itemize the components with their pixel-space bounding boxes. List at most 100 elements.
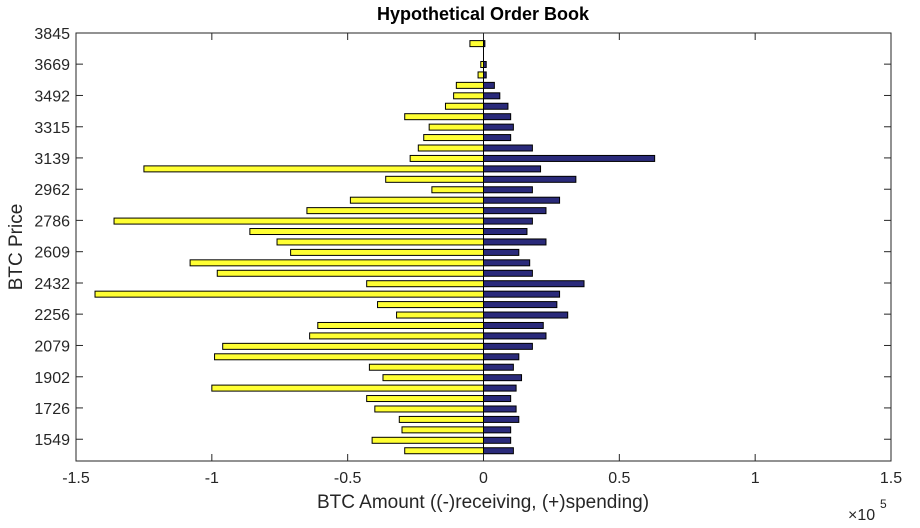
sell-bars-group xyxy=(94,40,485,455)
buy-bar xyxy=(483,186,533,194)
sell-bar xyxy=(317,321,484,329)
sell-bar xyxy=(409,154,484,162)
x-tick-label: -0.5 xyxy=(334,470,362,487)
sell-bar xyxy=(309,332,484,340)
buy-bar xyxy=(483,405,517,413)
x-tick-label: 0 xyxy=(479,470,488,487)
y-tick-label: 3845 xyxy=(34,26,70,43)
sell-bar xyxy=(366,280,484,288)
sell-bar xyxy=(396,311,485,319)
sell-bar xyxy=(404,447,485,455)
buy-bar xyxy=(483,374,523,382)
buy-bar xyxy=(483,81,495,89)
sell-bar xyxy=(431,186,484,194)
buy-bar xyxy=(483,123,514,131)
buy-bar xyxy=(483,134,512,142)
y-tick-label: 3669 xyxy=(34,57,70,74)
sell-bar xyxy=(423,134,485,142)
sell-bar xyxy=(374,405,485,413)
buy-bar xyxy=(483,311,569,319)
sell-bar xyxy=(249,228,484,236)
y-tick-label: 3139 xyxy=(34,151,70,168)
buy-bar xyxy=(483,415,520,423)
buy-bar xyxy=(483,321,544,329)
sell-bar xyxy=(306,207,484,215)
sell-bar xyxy=(444,102,485,110)
sell-bar xyxy=(94,290,485,298)
x-exponent-power: 5 xyxy=(880,497,887,511)
buy-bar xyxy=(483,102,509,110)
buy-bar xyxy=(483,92,501,100)
sell-bar xyxy=(113,217,485,225)
y-tick-label: 1902 xyxy=(34,370,70,387)
y-tick-label: 2432 xyxy=(34,276,70,293)
buy-bar xyxy=(483,363,514,371)
buy-bar xyxy=(483,175,577,183)
buy-bar xyxy=(483,436,512,444)
sell-bar xyxy=(398,415,484,423)
buy-bar xyxy=(483,165,542,173)
buy-bar xyxy=(483,154,656,162)
buy-bar xyxy=(483,426,512,434)
sell-bar xyxy=(377,301,484,309)
sell-bar xyxy=(428,123,484,131)
y-tick-label: 2256 xyxy=(34,307,70,324)
buy-bar xyxy=(483,248,520,256)
sell-bar xyxy=(385,175,485,183)
chart-title: Hypothetical Order Book xyxy=(377,4,590,24)
sell-bar xyxy=(211,384,484,392)
x-axis-label: BTC Amount ((-)receiving, (+)spending) xyxy=(317,492,649,513)
sell-bar xyxy=(276,238,484,246)
y-tick-label: 2079 xyxy=(34,338,70,355)
buy-bar xyxy=(483,144,533,152)
x-tick-label: 0.5 xyxy=(608,470,630,487)
sell-bar xyxy=(143,165,485,173)
sell-bar xyxy=(469,40,484,48)
sell-bar xyxy=(417,144,484,152)
x-tick-label: 1.5 xyxy=(880,470,902,487)
sell-bar xyxy=(382,374,485,382)
buy-bar xyxy=(483,395,512,403)
buy-bar xyxy=(483,447,514,455)
sell-bar xyxy=(216,269,484,277)
buy-bar xyxy=(483,353,520,361)
buy-bar xyxy=(483,290,561,298)
buy-bar xyxy=(483,228,528,236)
sell-bar xyxy=(290,248,484,256)
y-tick-label: 2962 xyxy=(34,182,70,199)
buy-bar xyxy=(483,342,533,350)
buy-bar xyxy=(483,196,561,204)
x-tick-label: -1 xyxy=(205,470,219,487)
sell-bar xyxy=(453,92,485,100)
buy-bar xyxy=(483,384,517,392)
sell-bar xyxy=(366,395,484,403)
buy-bar xyxy=(483,207,547,215)
buy-bar xyxy=(483,269,533,277)
buy-bar xyxy=(483,217,533,225)
sell-bar xyxy=(404,113,485,121)
sell-bar xyxy=(371,436,484,444)
buy-bar xyxy=(483,332,547,340)
buy-bar xyxy=(483,238,547,246)
sell-bar xyxy=(477,71,485,79)
sell-bar xyxy=(368,363,484,371)
buy-bar xyxy=(483,280,585,288)
y-tick-label: 2786 xyxy=(34,213,70,230)
y-tick-label: 1726 xyxy=(34,401,70,418)
sell-bar xyxy=(189,259,484,267)
x-tick-label: 1 xyxy=(751,470,760,487)
y-tick-label: 1549 xyxy=(34,432,70,449)
y-ticks-group: 1549 1726 1902 2079 2256 2432 2609 2786 2962 3139… xyxy=(34,26,891,449)
y-tick-label: 3492 xyxy=(34,88,70,105)
y-tick-label: 3315 xyxy=(34,120,70,137)
x-ticks-group: -1.5 -1 -0.5 0 0.5 1 1.5 xyxy=(62,33,902,487)
sell-bar xyxy=(349,196,484,204)
buy-bar xyxy=(483,113,512,121)
sell-bar xyxy=(401,426,484,434)
x-exponent-label: ×10 xyxy=(848,507,875,524)
sell-bar xyxy=(214,353,485,361)
sell-bar xyxy=(455,81,485,89)
y-tick-label: 2609 xyxy=(34,245,70,262)
y-axis-label: BTC Price xyxy=(6,204,27,291)
